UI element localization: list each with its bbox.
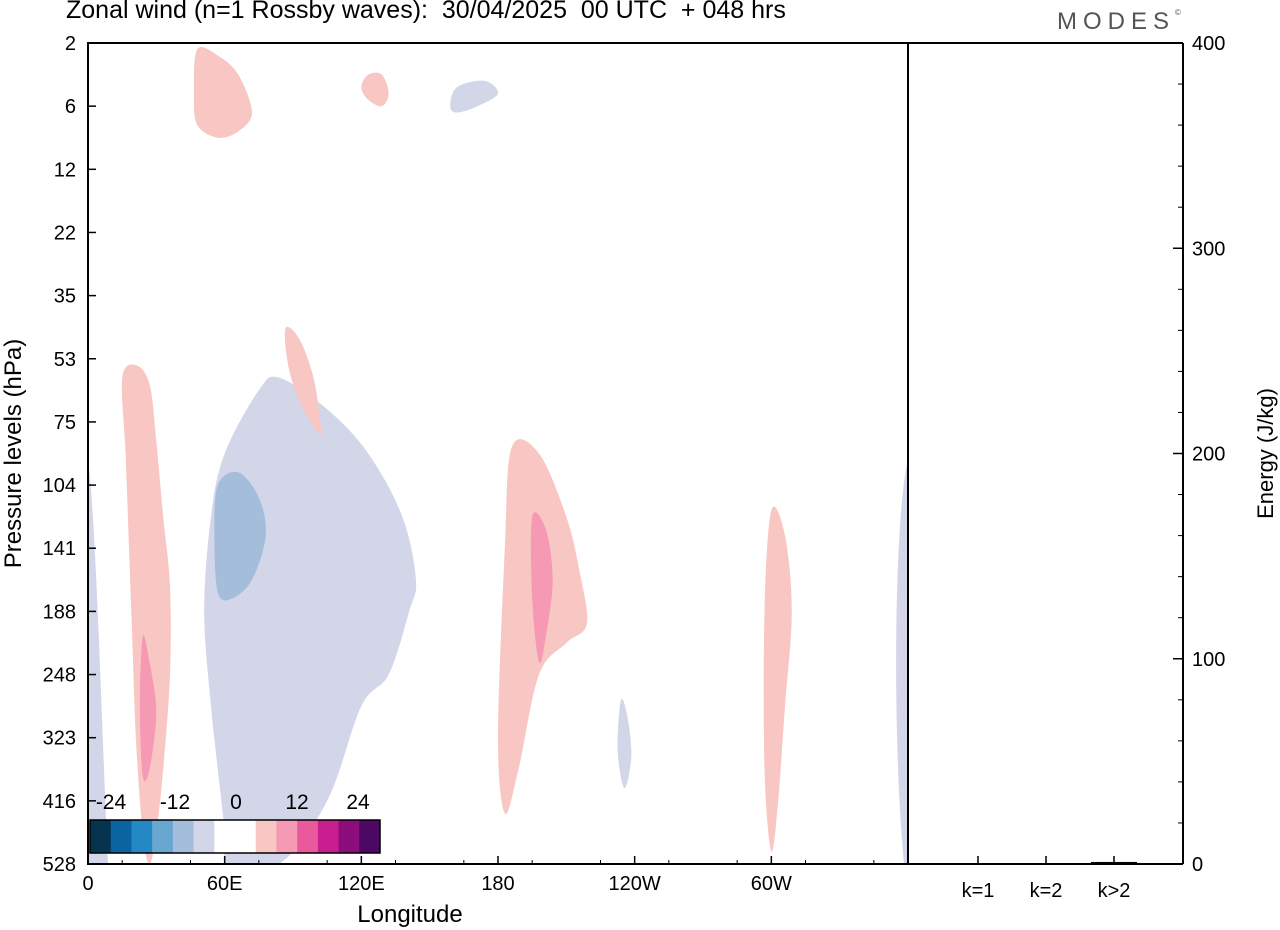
contour-negative-mid-1 bbox=[214, 471, 266, 601]
energy-x-tick-label: k=1 bbox=[962, 880, 995, 902]
colorbar-swatch bbox=[297, 820, 319, 853]
contour-negative-light-9 bbox=[617, 698, 632, 789]
colorbar-swatch bbox=[255, 820, 277, 853]
colorbar-swatch bbox=[172, 820, 195, 853]
contour-positive-light-11 bbox=[361, 72, 389, 107]
logo-text: MODES bbox=[1057, 8, 1176, 35]
colorbar-swatch bbox=[338, 820, 360, 853]
y-tick-label: 416 bbox=[43, 791, 76, 813]
colorbar-tick-label: 0 bbox=[230, 791, 242, 814]
y-tick-label: 75 bbox=[54, 412, 76, 434]
energy-tick-label: 0 bbox=[1192, 854, 1203, 876]
modes-logo: MODES© bbox=[1057, 8, 1181, 36]
x-tick-label: 60W bbox=[751, 873, 792, 895]
contour-positive-light-4 bbox=[193, 47, 252, 138]
colorbar-tick-label: 24 bbox=[346, 791, 370, 814]
colorbar-swatch bbox=[214, 820, 236, 853]
energy-x-tick-label: k=2 bbox=[1030, 880, 1063, 902]
x-tick-label: 120W bbox=[609, 873, 661, 895]
contour-positive-mid-7 bbox=[530, 512, 553, 664]
contour-positive-light-2 bbox=[121, 364, 171, 864]
x-tick-label: 0 bbox=[82, 873, 93, 895]
y-tick-label: 22 bbox=[54, 222, 76, 244]
contour-edge-right bbox=[896, 459, 908, 864]
colorbar-tick-label: 12 bbox=[285, 791, 308, 814]
colorbar-swatch bbox=[90, 820, 112, 853]
contour-positive-light-5 bbox=[284, 326, 322, 435]
colorbar-swatch bbox=[193, 820, 215, 853]
chart-title: Zonal wind (n=1 Rossby waves): 30/04/202… bbox=[66, 0, 786, 24]
energy-x-tick-label: k>2 bbox=[1098, 880, 1131, 902]
energy-tick-label: 400 bbox=[1192, 33, 1225, 55]
colorbar-swatch bbox=[359, 820, 381, 853]
y-tick-label: 104 bbox=[43, 475, 76, 497]
energy-tick-label: 200 bbox=[1192, 444, 1225, 466]
energy-axis-label: Energy (J/kg) bbox=[1253, 388, 1278, 519]
y-tick-label: 528 bbox=[43, 854, 76, 876]
x-tick-label: 180 bbox=[481, 873, 514, 895]
contour-negative-light-10 bbox=[450, 80, 499, 113]
colorbar-swatch bbox=[235, 820, 257, 853]
y-tick-label: 53 bbox=[54, 349, 76, 371]
y-tick-label: 12 bbox=[54, 159, 76, 181]
main-panel-frame bbox=[87, 42, 909, 865]
x-tick-label: 60E bbox=[207, 873, 243, 895]
y-tick-label: 323 bbox=[43, 728, 76, 750]
colorbar-swatch bbox=[131, 820, 153, 853]
colorbar-swatch bbox=[152, 820, 174, 853]
colorbar-swatch bbox=[317, 820, 340, 853]
x-axis-label: Longitude bbox=[357, 901, 462, 928]
y-axis-label: Pressure levels (hPa) bbox=[0, 339, 27, 568]
energy-tick-label: 300 bbox=[1192, 238, 1225, 260]
logo-mark: © bbox=[1175, 8, 1181, 17]
y-tick-label: 248 bbox=[43, 665, 76, 687]
contour-positive-light-8 bbox=[763, 506, 792, 852]
contour-fills bbox=[88, 47, 908, 864]
y-tick-label: 6 bbox=[65, 96, 76, 118]
y-tick-label: 35 bbox=[54, 286, 76, 308]
y-tick-label: 2 bbox=[65, 33, 76, 55]
y-tick-label: 141 bbox=[43, 538, 76, 560]
energy-tick-label: 100 bbox=[1192, 649, 1225, 671]
colorbar-tick-label: -12 bbox=[160, 791, 190, 814]
colorbar-frame bbox=[89, 819, 381, 854]
contour-edge-left bbox=[88, 459, 108, 864]
colorbar-swatch bbox=[110, 820, 132, 853]
colorbar-tick-label: -24 bbox=[96, 791, 127, 814]
contour-positive-mid-3 bbox=[139, 635, 157, 781]
y-tick-label: 188 bbox=[43, 601, 76, 623]
colorbar-swatch bbox=[276, 820, 298, 853]
x-tick-label: 120E bbox=[338, 873, 385, 895]
